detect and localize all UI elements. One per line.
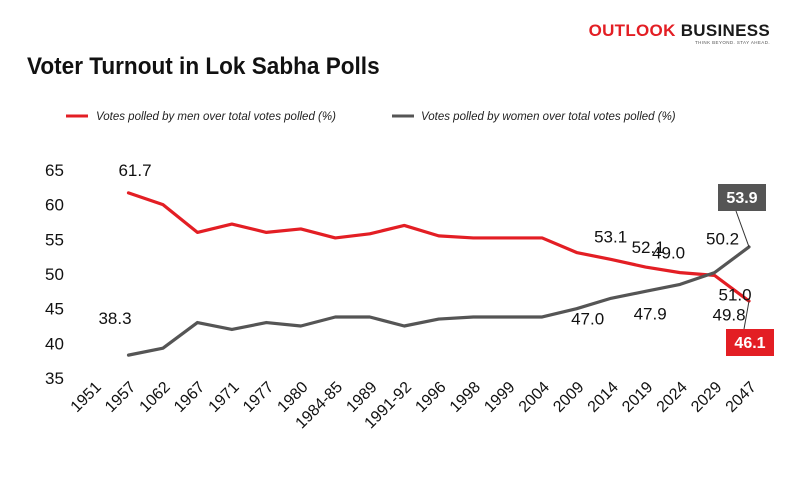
data-label: 52.1 xyxy=(632,238,665,257)
y-tick-label: 40 xyxy=(45,334,64,353)
x-tick-label: 1999 xyxy=(481,379,518,416)
data-label: 38.3 xyxy=(98,309,131,328)
data-label: 49.0 xyxy=(652,244,685,263)
callout-label-2: 53.9 xyxy=(726,190,757,207)
x-tick-label: 2024 xyxy=(654,379,691,416)
y-tick-label: 45 xyxy=(45,300,64,319)
y-tick-label: 60 xyxy=(45,196,64,215)
x-tick-label: 1951 xyxy=(68,379,105,416)
callout-leader-1 xyxy=(743,300,750,330)
x-tick-label: 1977 xyxy=(240,379,277,416)
x-tick-label: 2014 xyxy=(585,379,622,416)
y-tick-label: 35 xyxy=(45,369,64,388)
brand-logo: OUTLOOK BUSINESS THINK BEYOND. STAY AHEA… xyxy=(589,22,770,46)
data-label: 49.8 xyxy=(713,305,746,324)
callout-label-1: 46.1 xyxy=(734,335,765,352)
data-label: 47.0 xyxy=(571,309,604,328)
legend-label-1: Votes polled by men over total votes pol… xyxy=(96,111,336,123)
x-tick-label: 1998 xyxy=(447,379,484,416)
callout-box-1 xyxy=(726,329,774,356)
brand-name: OUTLOOK BUSINESS xyxy=(589,22,770,39)
x-tick-label: 2019 xyxy=(619,379,656,416)
x-tick-label: 1062 xyxy=(137,379,174,416)
data-label: 61.7 xyxy=(118,161,151,180)
callout-leader-2 xyxy=(735,210,750,248)
y-tick-label: 65 xyxy=(45,161,64,180)
chart-title: Voter Turnout in Lok Sabha Polls xyxy=(27,53,380,80)
data-label: 53.1 xyxy=(594,227,627,246)
data-label: 51.0 xyxy=(719,286,752,305)
x-tick-label: 2047 xyxy=(723,379,760,416)
x-tick-label: 1957 xyxy=(102,379,139,416)
x-tick-label: 2004 xyxy=(516,379,553,416)
data-label: 47.9 xyxy=(634,304,667,323)
data-label: 50.2 xyxy=(706,230,739,249)
brand-name-red: OUTLOOK xyxy=(588,21,681,40)
y-tick-label: 50 xyxy=(45,265,64,284)
x-tick-label: 1996 xyxy=(412,379,449,416)
series-line-2 xyxy=(126,245,751,357)
brand-name-dark: BUSINESS xyxy=(680,21,770,40)
series-line-1 xyxy=(126,191,751,303)
x-tick-label: 2009 xyxy=(550,379,587,416)
x-tick-label: 2029 xyxy=(688,379,725,416)
x-tick-label: 1971 xyxy=(206,379,243,416)
y-tick-label: 55 xyxy=(45,230,64,249)
x-tick-label: 1967 xyxy=(171,379,208,416)
callout-box-2 xyxy=(718,184,766,211)
brand-tagline: THINK BEYOND. STAY AHEAD. xyxy=(694,40,770,45)
legend-label-2: Votes polled by women over total votes p… xyxy=(421,111,676,123)
